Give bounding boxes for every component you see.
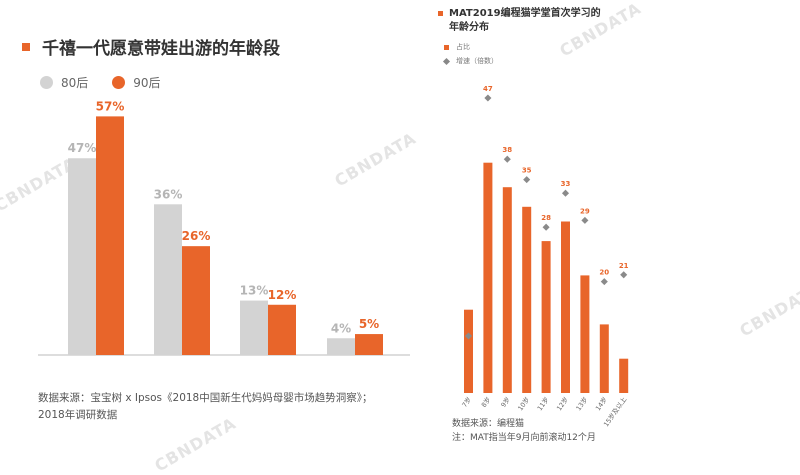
- x-tick-label: 9岁: [498, 395, 511, 409]
- legend-dot-gray-icon: [40, 76, 53, 89]
- left-chart-title: 千禧一代愿意带娃出游的年龄段: [42, 39, 280, 59]
- bar-share: [599, 324, 609, 393]
- x-tick-label: 15岁及以上: [601, 395, 628, 429]
- x-tick-label: 0~1岁: [79, 359, 113, 360]
- bar-share: [580, 275, 590, 393]
- data-label: 26%: [182, 229, 211, 243]
- data-label: 13%: [240, 284, 269, 298]
- right-source-line1: 数据来源：编程猫: [452, 419, 525, 429]
- growth-label: 35: [522, 167, 532, 175]
- bar-share: [522, 206, 532, 393]
- growth-marker: [503, 155, 511, 163]
- bar-share: [502, 187, 512, 393]
- bar-share: [619, 358, 629, 393]
- legend-square-icon: [444, 44, 449, 50]
- legend-label-share: 占比: [456, 43, 470, 51]
- bar-80s: [327, 338, 355, 355]
- data-label: 12%: [268, 288, 297, 302]
- legend-label-90s: 90后: [133, 76, 161, 90]
- growth-label: 47: [483, 85, 493, 93]
- legend-diamond-icon: [442, 57, 451, 65]
- bar-80s: [154, 204, 182, 355]
- x-tick-label: 11岁: [535, 395, 551, 412]
- left-source-note: 数据来源：宝宝树 x Ipsos《2018中国新生代妈妈母婴市场趋势洞察》； 2…: [38, 390, 378, 424]
- legend-item-share: 占比: [444, 40, 498, 54]
- growth-marker: [600, 278, 608, 286]
- x-tick-label: 2~3岁: [251, 359, 285, 360]
- growth-marker: [484, 94, 492, 102]
- legend-item-growth: 增速（倍数）: [442, 54, 498, 68]
- legend-item-80s: 80后: [40, 74, 88, 91]
- legend-label-80s: 80后: [61, 76, 89, 90]
- left-source-line2: 2018年调研数据: [38, 409, 118, 421]
- growth-marker: [542, 223, 550, 231]
- growth-marker: [464, 332, 473, 340]
- data-label: 4%: [331, 321, 351, 335]
- right-chart-title-wrap: MAT2019编程猫学堂首次学习的 年龄分布: [438, 7, 648, 35]
- growth-marker: [581, 216, 589, 224]
- growth-label: 21: [619, 262, 629, 270]
- right-bar-chart: 12 7岁 47 8岁 38 9岁 35 10岁 28 11岁 33 12岁 29 13岁 20 14岁 21 1…: [460, 85, 629, 429]
- bar-share: [541, 241, 551, 393]
- x-tick-label: 8岁: [479, 395, 492, 409]
- bar-share: [561, 221, 570, 393]
- x-tick-label: 10岁: [515, 395, 531, 412]
- x-tick-label: 12岁: [554, 395, 570, 412]
- growth-marker: [561, 189, 570, 197]
- growth-label: 12: [464, 323, 474, 331]
- legend-label-growth: 增速（倍数）: [456, 57, 498, 65]
- x-tick-label: 1~2岁: [165, 359, 199, 360]
- right-legend: 占比 增速（倍数）: [442, 40, 498, 68]
- legend-dot-orange-icon: [112, 76, 126, 89]
- watermark: CBNDATA: [736, 278, 800, 341]
- left-chart-title-wrap: 千禧一代愿意带娃出游的年龄段: [22, 34, 280, 59]
- left-source-line1: 数据来源：宝宝树 x Ipsos《2018中国新生代妈妈母婴市场趋势洞察》；: [38, 392, 373, 404]
- growth-marker: [620, 271, 628, 279]
- right-chart-title-line2: 年龄分布: [449, 22, 489, 33]
- bar-80s: [68, 158, 96, 355]
- right-chart-title-line1: MAT2019编程猫学堂首次学习的: [449, 8, 601, 19]
- bar-90s: [355, 334, 383, 355]
- x-tick-label: 13岁: [574, 395, 590, 412]
- watermark: CBNDATA: [0, 153, 80, 216]
- left-legend: 80后 90后: [40, 74, 185, 91]
- watermark: CBNDATA: [331, 128, 420, 191]
- bar-80s: [240, 300, 268, 355]
- x-tick-label: 14岁: [593, 395, 609, 412]
- right-source-line2: 注：MAT指当年9月向前滚动12个月: [452, 433, 596, 443]
- x-tick-label: 3岁以上: [335, 359, 375, 360]
- growth-marker: [523, 176, 531, 184]
- data-label: 36%: [154, 187, 183, 201]
- title-square-icon: [22, 42, 30, 51]
- right-source-note: 数据来源：编程猫 注：MAT指当年9月向前滚动12个月: [452, 417, 596, 445]
- legend-item-90s: 90后: [112, 74, 161, 91]
- bar-90s: [182, 246, 210, 355]
- title-square-icon: [438, 10, 443, 16]
- data-label: 57%: [96, 99, 125, 113]
- bar-90s: [96, 116, 124, 355]
- growth-label: 20: [599, 269, 609, 277]
- data-label: 5%: [359, 317, 379, 331]
- bar-90s: [268, 304, 296, 355]
- growth-label: 38: [502, 146, 512, 154]
- x-tick-label: 7岁: [460, 395, 473, 409]
- growth-label: 29: [580, 207, 590, 215]
- growth-label: 28: [541, 214, 551, 222]
- growth-label: 33: [561, 180, 571, 188]
- bar-share: [483, 162, 493, 393]
- data-label: 47%: [68, 141, 97, 155]
- bar-share: [464, 309, 473, 393]
